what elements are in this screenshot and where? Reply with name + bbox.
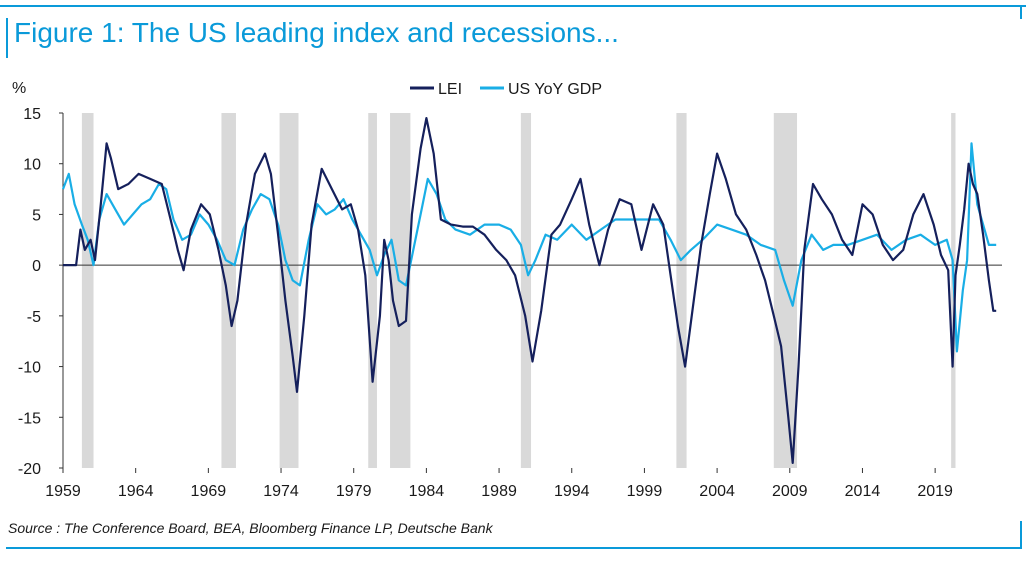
recession-band-3 [368, 113, 377, 468]
x-tick-label: 2019 [917, 483, 953, 500]
footer-frame [6, 547, 1020, 549]
y-tick-label: -5 [27, 309, 41, 326]
header-accent-bar [6, 18, 8, 58]
recession-band-5 [520, 113, 532, 468]
x-tick-label: 1974 [263, 483, 299, 500]
recession-band-0 [81, 113, 94, 468]
x-tick-label: 1989 [481, 483, 517, 500]
y-axis-unit-label: % [12, 80, 26, 97]
recession-band-2 [279, 113, 299, 468]
recession-band-7 [773, 113, 798, 468]
y-tick-label: -20 [18, 461, 41, 478]
x-tick-label: 1979 [336, 483, 372, 500]
x-tick-label: 2014 [845, 483, 881, 500]
x-tick-label: 1969 [191, 483, 227, 500]
header-frame [0, 5, 1026, 62]
x-tick-label: 1999 [627, 483, 663, 500]
x-tick-label: 1984 [409, 483, 445, 500]
figure-title: Figure 1: The US leading index and reces… [14, 17, 619, 48]
x-tick-label: 1964 [118, 483, 154, 500]
x-tick-label: 1994 [554, 483, 590, 500]
source-note: Source : The Conference Board, BEA, Bloo… [8, 520, 493, 536]
recession-band-4 [390, 113, 411, 468]
x-tick-label: 2009 [772, 483, 808, 500]
recession-band-1 [221, 113, 236, 468]
x-tick-label: 2004 [699, 483, 735, 500]
legend-label-gdp: US YoY GDP [508, 81, 602, 98]
y-tick-label: -10 [18, 360, 41, 377]
y-tick-label: 15 [23, 106, 41, 123]
series-line-lei [63, 116, 997, 464]
recession-band-6 [676, 113, 687, 468]
y-tick-label: 0 [32, 258, 41, 275]
header-right-edge [1020, 5, 1022, 19]
y-tick-label: -15 [18, 410, 41, 427]
footer-right-edge [1020, 521, 1022, 549]
y-tick-label: 5 [32, 207, 41, 224]
y-tick-label: 10 [23, 157, 41, 174]
legend-label-lei: LEI [438, 81, 462, 98]
x-tick-label: 1959 [45, 483, 81, 500]
